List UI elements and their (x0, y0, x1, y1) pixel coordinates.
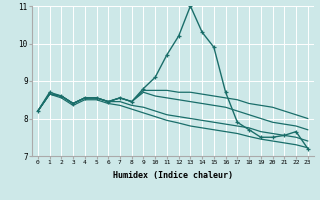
X-axis label: Humidex (Indice chaleur): Humidex (Indice chaleur) (113, 171, 233, 180)
